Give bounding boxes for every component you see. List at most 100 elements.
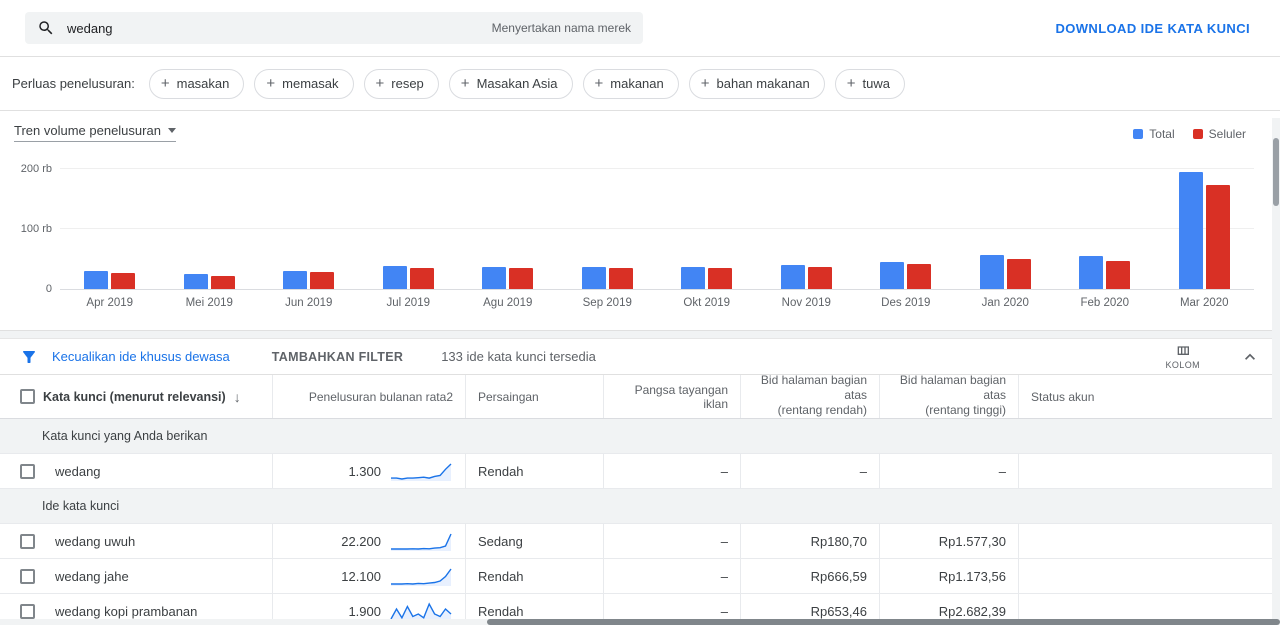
bar-group: Jul 2019 bbox=[383, 160, 434, 289]
bar-total bbox=[880, 262, 904, 289]
chip-masakan-asia[interactable]: +Masakan Asia bbox=[449, 69, 573, 99]
bar-seluler bbox=[111, 273, 135, 289]
account-status-cell bbox=[1018, 454, 1280, 488]
bar-seluler bbox=[609, 268, 633, 289]
header-keyword[interactable]: Kata kunci (menurut relevansi) bbox=[43, 390, 226, 404]
horizontal-scrollbar[interactable] bbox=[0, 619, 1280, 625]
row-checkbox[interactable] bbox=[20, 534, 35, 549]
x-axis-label: Jul 2019 bbox=[387, 297, 430, 309]
bar-group: Nov 2019 bbox=[781, 160, 832, 289]
bar-group: Feb 2020 bbox=[1079, 160, 1130, 289]
expand-search-label: Perluas penelusuran: bbox=[12, 76, 135, 91]
chip-label: memasak bbox=[282, 76, 338, 91]
chip-bahan-makanan[interactable]: +bahan makanan bbox=[689, 69, 825, 99]
section-divider bbox=[0, 331, 1280, 339]
x-axis-label: Sep 2019 bbox=[583, 297, 632, 309]
plus-icon: + bbox=[266, 76, 275, 91]
add-filter-button[interactable]: TAMBAHKAN FILTER bbox=[272, 350, 403, 364]
filter-icon bbox=[20, 348, 38, 366]
bar-total bbox=[582, 267, 606, 289]
x-axis-label: Jan 2020 bbox=[982, 297, 1029, 309]
collapse-table-button[interactable] bbox=[1240, 347, 1260, 367]
bar-seluler bbox=[310, 272, 334, 289]
vertical-scrollbar[interactable] bbox=[1272, 118, 1280, 619]
plus-icon: + bbox=[161, 76, 170, 91]
bar-group: Jun 2019 bbox=[283, 160, 334, 289]
bar-total bbox=[84, 271, 108, 289]
bar-seluler bbox=[410, 268, 434, 289]
plus-icon: + bbox=[701, 76, 710, 91]
monthly-searches-cell: 1.900 bbox=[348, 604, 381, 619]
header-top-bid-high-line1: Bid halaman bagian atas bbox=[892, 375, 1006, 403]
legend-item-total[interactable]: Total bbox=[1133, 127, 1174, 141]
horizontal-scrollbar-thumb[interactable] bbox=[487, 619, 1280, 625]
x-axis-label: Des 2019 bbox=[881, 297, 930, 309]
bar-seluler bbox=[211, 276, 235, 289]
chip-resep[interactable]: +resep bbox=[364, 69, 439, 99]
chart-title-dropdown[interactable]: Tren volume penelusuran bbox=[14, 123, 176, 142]
header-top-bid-low-line1: Bid halaman bagian atas bbox=[753, 375, 867, 403]
chip-label: masakan bbox=[177, 76, 230, 91]
select-all-checkbox[interactable] bbox=[20, 389, 35, 404]
trend-sparkline bbox=[389, 460, 453, 482]
chip-tuwa[interactable]: +tuwa bbox=[835, 69, 905, 99]
header-top-bid-high-line2: (rentang tinggi) bbox=[925, 403, 1006, 418]
monthly-searches-cell: 12.100 bbox=[341, 569, 381, 584]
row-checkbox[interactable] bbox=[20, 604, 35, 619]
header-top-bid-low[interactable]: Bid halaman bagian atas (rentang rendah) bbox=[740, 375, 879, 418]
header-account-status[interactable]: Status akun bbox=[1018, 375, 1280, 418]
sort-descending-icon[interactable]: ↓ bbox=[234, 389, 241, 405]
header-competition[interactable]: Persaingan bbox=[465, 375, 603, 418]
bar-group: Des 2019 bbox=[880, 160, 931, 289]
chip-label: Masakan Asia bbox=[477, 76, 558, 91]
bar-group: Mei 2019 bbox=[184, 160, 235, 289]
exclude-adult-ideas-link[interactable]: Kecualikan ide khusus dewasa bbox=[52, 349, 230, 364]
table-row[interactable]: wedang jahe 12.100 Rendah – Rp666,59 Rp1… bbox=[0, 559, 1280, 594]
table-row[interactable]: wedang 1.300 Rendah – – – bbox=[0, 454, 1280, 489]
vertical-scrollbar-thumb[interactable] bbox=[1273, 138, 1279, 206]
search-input[interactable] bbox=[67, 21, 492, 36]
top-bar: Menyertakan nama merek DOWNLOAD IDE KATA… bbox=[0, 0, 1280, 57]
x-axis-label: Okt 2019 bbox=[683, 297, 730, 309]
chip-masakan[interactable]: + masakan bbox=[149, 69, 245, 99]
header-monthly-searches[interactable]: Penelusuran bulanan rata2 bbox=[272, 375, 465, 418]
y-tick-200rb: 200 rb bbox=[21, 163, 52, 175]
y-tick-0: 0 bbox=[46, 283, 52, 295]
ad-share-cell: – bbox=[603, 559, 740, 593]
bar-group: Agu 2019 bbox=[482, 160, 533, 289]
account-status-cell bbox=[1018, 559, 1280, 593]
bar-chart-plot: 200 rb 100 rb 0 Apr 2019Mei 2019Jun 2019… bbox=[60, 160, 1254, 290]
account-status-cell bbox=[1018, 524, 1280, 558]
legend-swatch-total bbox=[1133, 129, 1143, 139]
header-top-bid-high[interactable]: Bid halaman bagian atas (rentang tinggi) bbox=[879, 375, 1018, 418]
bar-total bbox=[980, 255, 1004, 289]
bar-seluler bbox=[907, 264, 931, 289]
monthly-searches-cell: 1.300 bbox=[348, 464, 381, 479]
plus-icon: + bbox=[847, 76, 856, 91]
table-header: Kata kunci (menurut relevansi) ↓ Penelus… bbox=[0, 375, 1280, 419]
chip-label: makanan bbox=[610, 76, 663, 91]
bid-high-cell: – bbox=[879, 454, 1018, 488]
section-label-keyword-ideas: Ide kata kunci bbox=[0, 489, 1280, 524]
row-checkbox[interactable] bbox=[20, 464, 35, 479]
row-checkbox[interactable] bbox=[20, 569, 35, 584]
download-keyword-ideas-link[interactable]: DOWNLOAD IDE KATA KUNCI bbox=[1055, 21, 1250, 36]
chip-memasak[interactable]: + memasak bbox=[254, 69, 353, 99]
trend-sparkline bbox=[389, 530, 453, 552]
chip-makanan[interactable]: +makanan bbox=[583, 69, 679, 99]
bid-low-cell: Rp180,70 bbox=[740, 524, 879, 558]
bar-total bbox=[1179, 172, 1203, 289]
keyword-search-box[interactable]: Menyertakan nama merek bbox=[25, 12, 643, 44]
section-label-provided-keywords: Kata kunci yang Anda berikan bbox=[0, 419, 1280, 454]
columns-button[interactable]: KOLOM bbox=[1165, 343, 1200, 370]
bar-groups: Apr 2019Mei 2019Jun 2019Jul 2019Agu 2019… bbox=[60, 160, 1254, 289]
keyword-ideas-count: 133 ide kata kunci tersedia bbox=[441, 349, 596, 364]
chevron-down-icon bbox=[168, 128, 176, 133]
bid-high-cell: Rp1.577,30 bbox=[879, 524, 1018, 558]
legend-label-total: Total bbox=[1149, 127, 1174, 141]
bar-total bbox=[1079, 256, 1103, 289]
columns-icon bbox=[1175, 343, 1191, 359]
legend-item-seluler[interactable]: Seluler bbox=[1193, 127, 1246, 141]
table-row[interactable]: wedang uwuh 22.200 Sedang – Rp180,70 Rp1… bbox=[0, 524, 1280, 559]
header-ad-impression-share[interactable]: Pangsa tayangan iklan bbox=[603, 375, 740, 418]
